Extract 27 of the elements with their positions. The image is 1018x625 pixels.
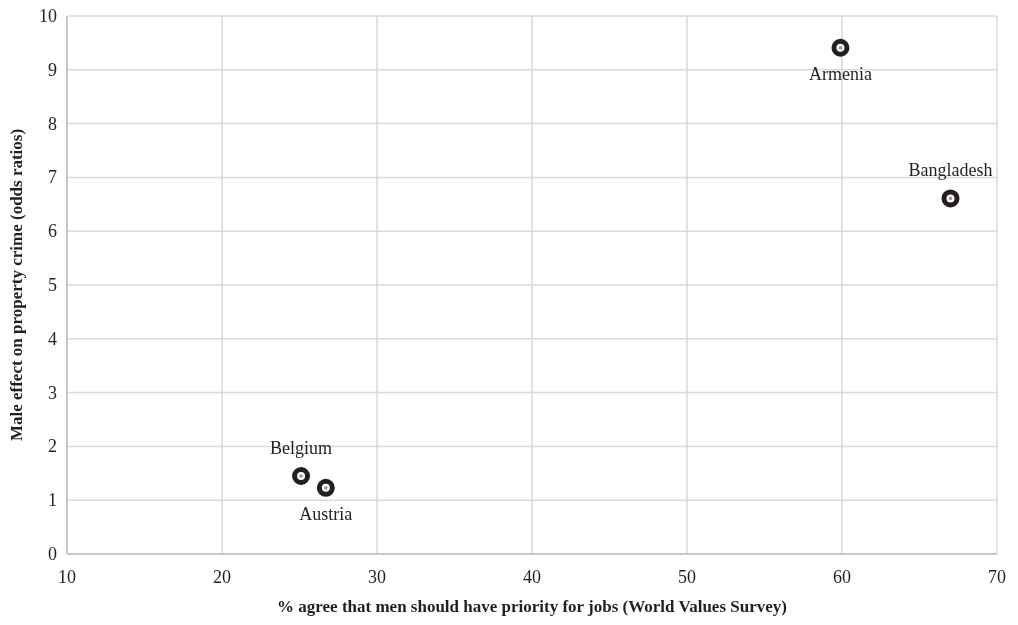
point (292, 466, 311, 485)
y-tick-label: 6 (48, 221, 57, 242)
x-tick-label: 50 (678, 567, 696, 587)
series-label: Belgium (270, 437, 333, 458)
x-axis-title: % agree that men should have priority for jobs (World Values Survey) (277, 597, 787, 616)
series-label: Bangladesh (908, 160, 993, 181)
y-tick-label: 10 (39, 6, 57, 26)
point (316, 478, 335, 497)
y-tick-label: 5 (48, 275, 57, 295)
y-tick-label: 7 (48, 167, 57, 188)
x-tick-label: 60 (833, 567, 851, 587)
y-tick-label: 3 (48, 382, 57, 403)
y-tick-label: 0 (48, 544, 57, 564)
y-tick-label: 9 (48, 59, 57, 80)
series-label: Armenia (808, 63, 872, 84)
y-axis-title: Male effect on property crime (odds ratios) (7, 128, 26, 442)
y-tick-label: 2 (48, 436, 57, 457)
x-tick-label: 40 (523, 567, 541, 587)
y-tick-label: 1 (48, 490, 57, 511)
y-tick-label: 8 (48, 113, 57, 134)
point (831, 38, 850, 57)
x-tick-label: 20 (213, 567, 231, 587)
point (941, 189, 960, 208)
x-tick-label: 30 (368, 567, 386, 587)
x-tick-label: 70 (988, 567, 1006, 587)
series-label: Austria (299, 503, 353, 524)
y-tick-label: 4 (48, 328, 57, 349)
